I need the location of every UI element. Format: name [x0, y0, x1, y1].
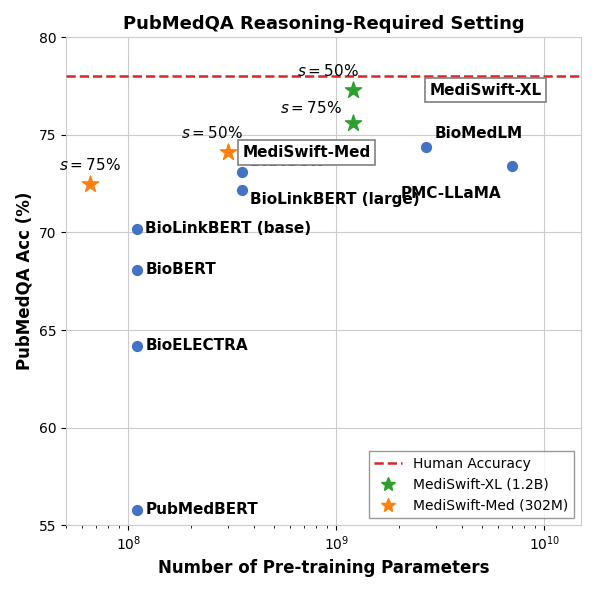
Point — [85, 179, 94, 188]
Text: $s = 50\%$: $s = 50\%$ — [297, 63, 359, 79]
Point — [348, 118, 358, 128]
Legend: Human Accuracy, MediSwift-XL (1.2B), MediSwift-Med (302M): Human Accuracy, MediSwift-XL (1.2B), Med… — [369, 451, 574, 518]
X-axis label: Number of Pre-training Parameters: Number of Pre-training Parameters — [158, 559, 489, 577]
Point — [348, 85, 358, 95]
Point — [507, 162, 517, 171]
Text: BioLinkBERT (base): BioLinkBERT (base) — [145, 221, 312, 236]
Point — [132, 265, 142, 274]
Text: BioLinkBERT (large): BioLinkBERT (large) — [250, 192, 420, 207]
Text: $s = 75\%$: $s = 75\%$ — [58, 156, 120, 172]
Point — [224, 148, 233, 157]
Text: PMC-LLaMA: PMC-LLaMA — [401, 185, 501, 201]
Point — [132, 505, 142, 514]
Point — [237, 167, 246, 176]
Point — [132, 341, 142, 350]
Point — [237, 185, 246, 194]
Text: BioELECTRA: BioELECTRA — [145, 338, 248, 353]
Text: DRAGON: DRAGON — [250, 154, 324, 169]
Text: BioMedLM: BioMedLM — [434, 126, 523, 141]
Text: $s = 50\%$: $s = 50\%$ — [181, 126, 243, 141]
Text: $s = 75\%$: $s = 75\%$ — [280, 100, 342, 116]
Point — [421, 142, 431, 152]
Y-axis label: PubMedQA Acc (%): PubMedQA Acc (%) — [15, 192, 33, 371]
Text: MediSwift-Med: MediSwift-Med — [242, 145, 371, 160]
Point — [132, 224, 142, 233]
Title: PubMedQA Reasoning-Required Setting: PubMedQA Reasoning-Required Setting — [123, 15, 524, 33]
Text: PubMedBERT: PubMedBERT — [145, 502, 258, 517]
Text: BioBERT: BioBERT — [145, 262, 216, 277]
Text: MediSwift-XL: MediSwift-XL — [429, 82, 541, 98]
